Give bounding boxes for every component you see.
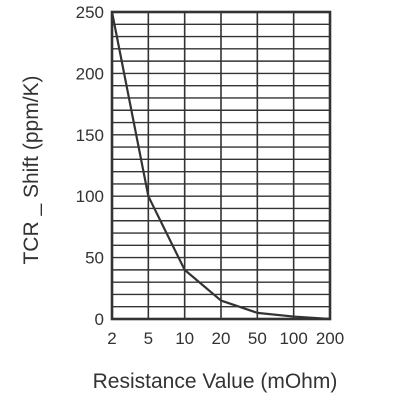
series-line-group — [110, 11, 331, 321]
y-tick-labels: 0 50 100 150 200 250 — [76, 3, 104, 329]
x-tick-label: 5 — [144, 329, 153, 348]
x-tick-label: 20 — [212, 329, 231, 348]
x-axis-title: Resistance Value (mOhm) — [93, 370, 338, 393]
x-tick-label: 50 — [248, 329, 267, 348]
series-line — [110, 11, 331, 321]
y-tick-label: 50 — [85, 249, 104, 268]
y-tick-label: 250 — [76, 3, 104, 22]
y-tick-label: 200 — [76, 64, 104, 83]
x-tick-label: 10 — [175, 329, 194, 348]
x-tick-labels: 2 5 10 20 50 100 200 — [107, 329, 344, 348]
x-tick-label: 200 — [316, 329, 344, 348]
y-axis-title: TCR _ Shift (ppm/K) — [20, 75, 43, 264]
plot-frame — [110, 10, 332, 321]
plot-border — [110, 10, 332, 321]
grid — [112, 12, 330, 319]
x-tick-label: 100 — [279, 329, 307, 348]
x-tick-label: 2 — [107, 329, 116, 348]
y-tick-label: 150 — [76, 126, 104, 145]
y-tick-label: 100 — [76, 187, 104, 206]
y-tick-label: 0 — [95, 310, 104, 329]
